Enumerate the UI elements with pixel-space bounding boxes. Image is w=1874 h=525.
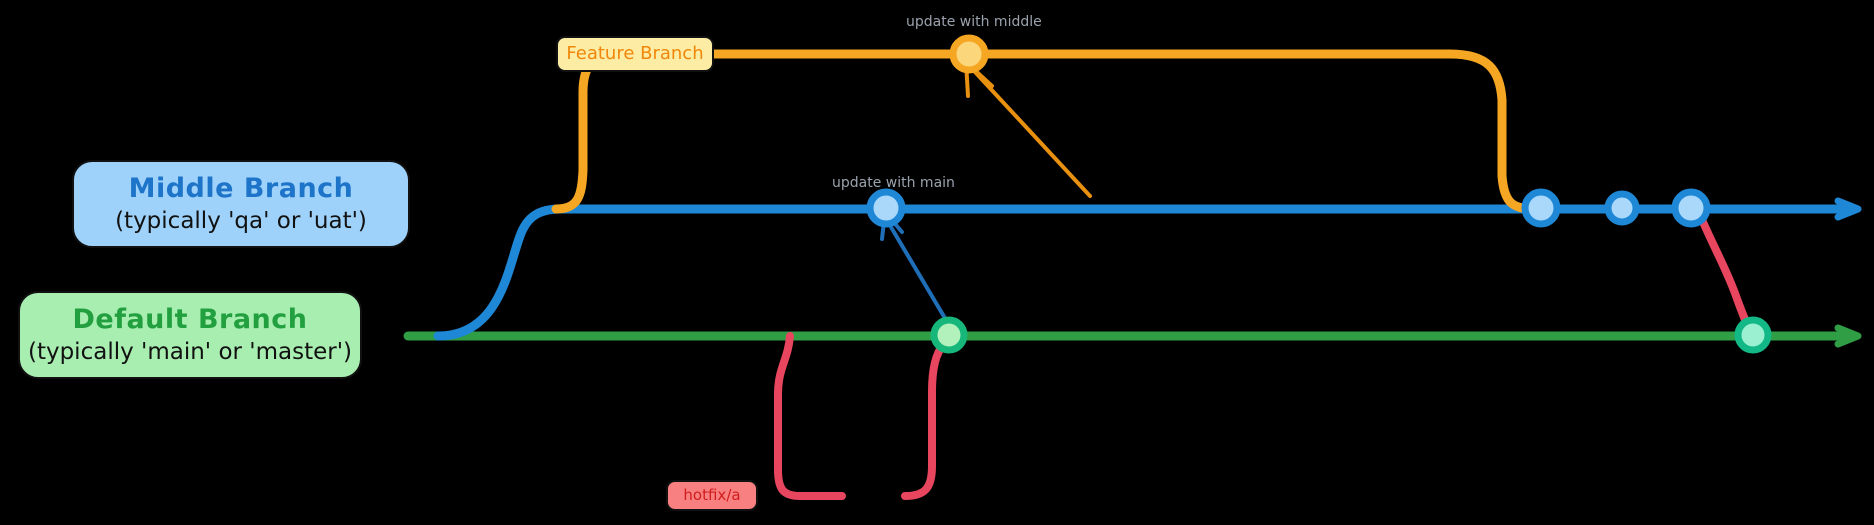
middle-branch-subtitle: (typically 'qa' or 'uat') <box>115 208 367 235</box>
commit-node-middle-commit-1[interactable] <box>1521 188 1561 228</box>
update-with-main-arrow <box>880 210 954 332</box>
commit-node-middle-commit-3[interactable] <box>1671 188 1711 228</box>
commit-node-middle-commit-2[interactable] <box>1604 190 1640 226</box>
hotfix-branch-label[interactable]: hotfix/a <box>666 480 758 511</box>
default-branch-line <box>403 324 1862 348</box>
commit-node-feature-merge-middle[interactable] <box>949 34 989 74</box>
default-branch-label[interactable]: Default Branch (typically 'main' or 'mas… <box>18 291 362 379</box>
commit-node-main-hotfix-merge[interactable] <box>930 316 968 354</box>
default-branch-subtitle: (typically 'main' or 'master') <box>27 339 353 366</box>
default-branch-title: Default Branch <box>72 303 308 335</box>
release-branch-line <box>1696 211 1756 338</box>
middle-branch-line <box>433 197 1862 341</box>
update-with-middle-arrow <box>964 60 1092 198</box>
annotation-update-with-main: update with main <box>832 175 955 191</box>
commit-node-middle-merge-main[interactable] <box>866 188 906 228</box>
middle-branch-title: Middle Branch <box>128 172 354 204</box>
hotfix-branch-line <box>774 332 953 500</box>
feature-branch-label[interactable]: Feature Branch <box>556 36 714 72</box>
annotation-update-with-middle: update with middle <box>906 14 1042 30</box>
commit-node-main-release-merge[interactable] <box>1734 316 1772 354</box>
feature-branch-line <box>551 49 1539 214</box>
middle-branch-label[interactable]: Middle Branch (typically 'qa' or 'uat') <box>72 160 410 248</box>
